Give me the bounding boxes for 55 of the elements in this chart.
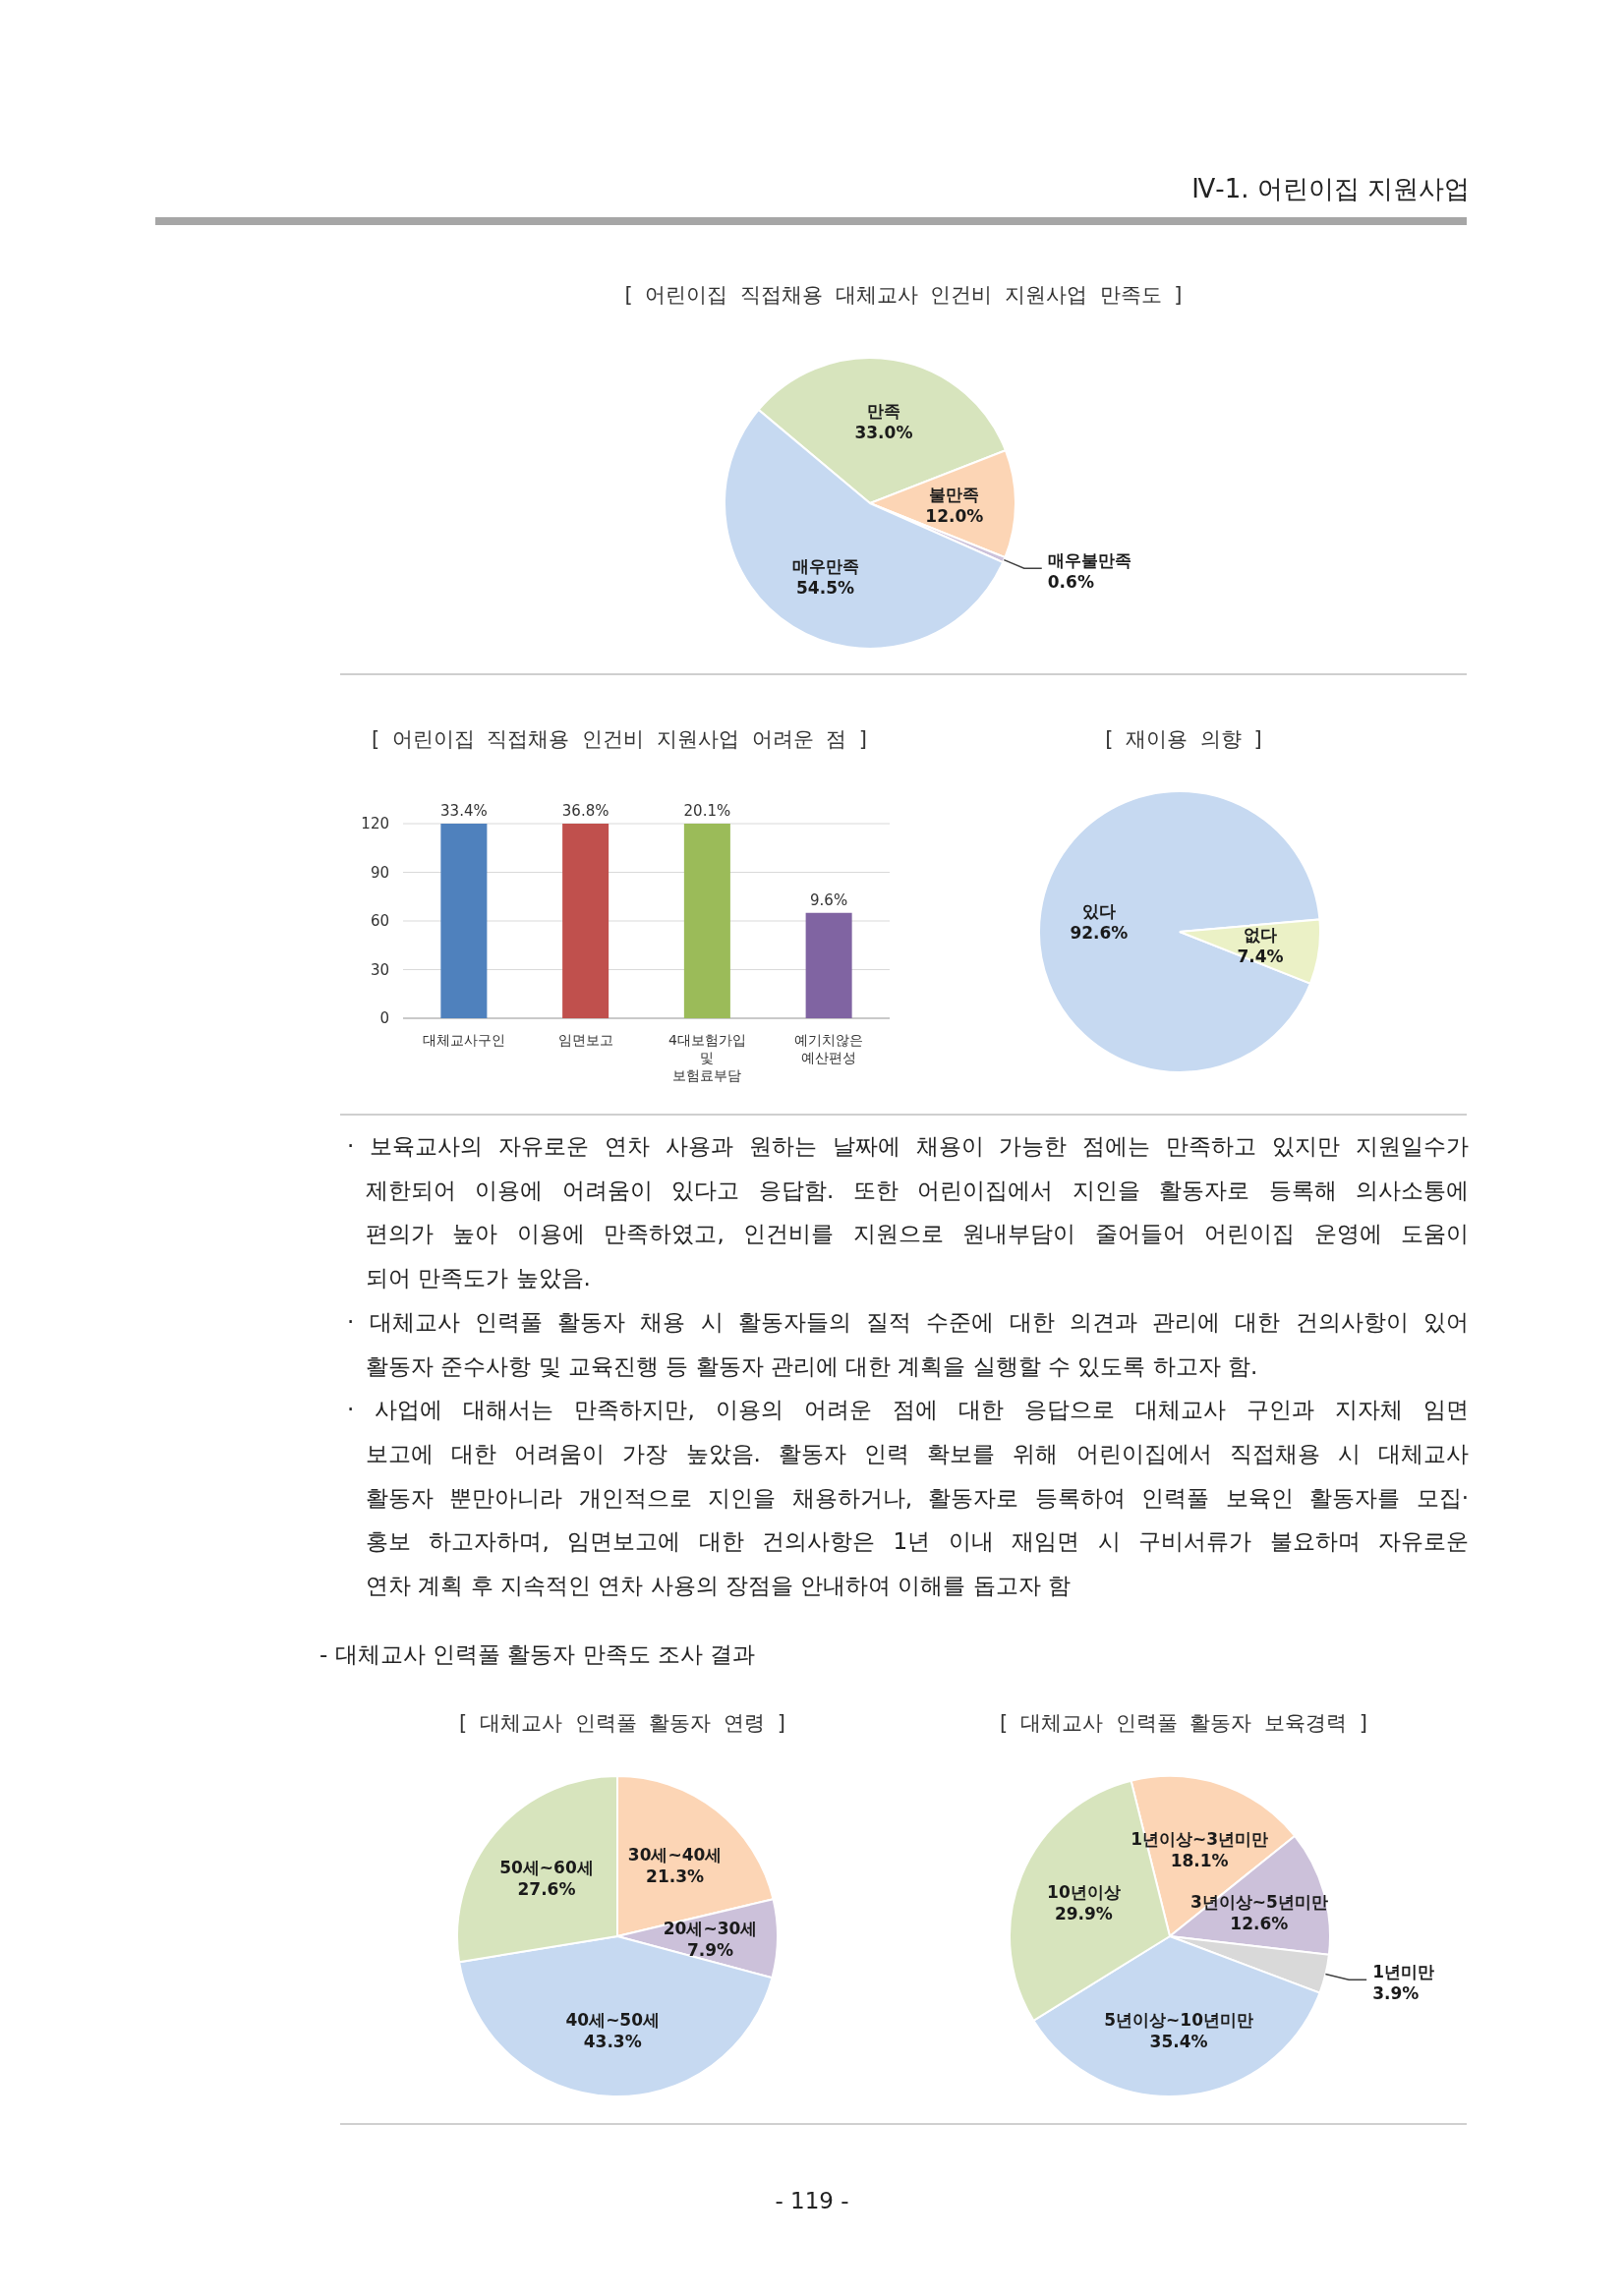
text: · 보육교사의 자유로운 연차 사용과 원하는 날짜에 채용이 가능한 점에는 만족하고 있지만 지원일수가 제한되어 이용에 어려움이 있다고 응답함. 또한 어린이집에서 지인을 활동자로 등록해 의사소통에 편의가 높아 이용에 만족하였고, 인건비를 지원으로 원내부담이 줄어들어 어린이집 운영에 도움이 되어 만족도가 높았음. [347,1133,1469,1292]
data-label: 7.4% [1237,946,1284,966]
data-label: 29.9% [1054,1904,1113,1924]
chart-title: [ 대체교사 인력풀 활동자 연령 ] [459,1711,785,1735]
data-label: 3.9% [1372,1983,1420,2004]
annotation: 36.8% [561,802,609,820]
data-label: 7.9% [686,1940,734,1961]
y-tick-label: 120 [361,815,389,832]
y-tick-label: 0 [379,1009,389,1027]
data-label: 43.3% [583,2032,642,2052]
annotation: 20.1% [683,802,731,820]
text: - 119 - [775,2188,849,2213]
data-label: 54.5% [796,577,855,598]
chart-title: [ 대체교사 인력풀 활동자 보육경력 ] [1000,1711,1367,1735]
data-label: 35.4% [1149,2032,1208,2052]
annotation: 9.6% [810,890,848,909]
slice-label: 30세~40세 [627,1844,723,1865]
slice-label: 5년이상~10년미만 [1104,2010,1253,2031]
x-tick-label: 4대보험가입 및 보험료부담 [667,1032,746,1083]
x-tick-label: 대체교사구인 [422,1032,505,1048]
y-tick-label: 90 [370,863,389,882]
data-label: 12.6% [1230,1913,1289,1933]
chart-title: [ 어린이집 직접채용 대체교사 인건비 지원사업 만족도 ] [624,283,1183,307]
data-label: 27.6% [517,1878,576,1899]
annotation: 33.4% [440,802,488,820]
slice-label: 1년이상~3년미만 [1131,1829,1269,1850]
text: Ⅳ-1. 어린이집 지원사업 [1191,174,1470,203]
data-label: 18.1% [1170,1851,1229,1871]
data-label: 33.0% [854,423,913,443]
slice-label: 매우만족 [791,555,859,576]
pie-slice [1038,790,1321,1073]
x-tick-label: 임면보고 [557,1032,613,1048]
data-label: 21.3% [646,1866,705,1886]
slice-label: 3년이상~5년미만 [1189,1891,1328,1912]
slice-label: 1년미만 [1372,1962,1434,1982]
slice-label: 10년이상 [1047,1882,1121,1903]
chart-title: [ 어린이집 직접채용 인건비 지원사업 어려운 점 ] [371,727,868,751]
x-tick-label: 예기치않은 예산편성 [794,1032,864,1065]
data-label: 0.6% [1047,572,1094,593]
slice-label: 없다 [1244,924,1278,945]
data-label: 12.0% [925,506,984,527]
slice-label: 있다 [1081,901,1116,922]
slice-label: 20세~30세 [663,1919,758,1939]
slice-label: 만족 [866,401,900,422]
y-tick-label: 30 [370,960,389,979]
chart-title: [ 재이용 의향 ] [1105,727,1262,751]
slice-label: 매우불만족 [1047,550,1131,571]
text: · 사업에 대해서는 만족하지만, 이용의 어려운 점에 대한 응답으로 대체교사 구인과 지자체 임면 보고에 대한 어려움이 가장 높았음. 활동자 인력 확보를 위해 어린이집에서 직접채용 시 대체교사 활동자 뿐만아니라 개인적으로 지인을 채용하거나, 활동자로 등록하여 인력풀 보육인 활동자를 모집· 홍보 하고자하며, 임면보고에 대한 건의사항은 1년 이내 재임면 시 구비서류가 불요하며 자유로운 연차 계획 후 지속적인 연차 사용의 장점을 안내하여 이해를 돕고자 함 [347,1397,1469,1598]
text: - 대체교사 인력풀 활동자 만족도 조사 결과 [319,1641,756,1667]
data-label: 92.6% [1070,923,1129,944]
y-tick-label: 60 [370,912,389,930]
slice-label: 불만족 [929,485,980,505]
slice-label: 50세~60세 [499,1857,594,1877]
slice-label: 40세~50세 [565,2010,661,2031]
text: · 대체교사 인력풀 활동자 채용 시 활동자들의 질적 수준에 대한 의견과 관리에 대한 건의사항이 있어 활동자 준수사항 및 교육진행 등 활동자 관리에 대한 계획을 실행할 수 있도록 하고자 함. [347,1308,1469,1379]
